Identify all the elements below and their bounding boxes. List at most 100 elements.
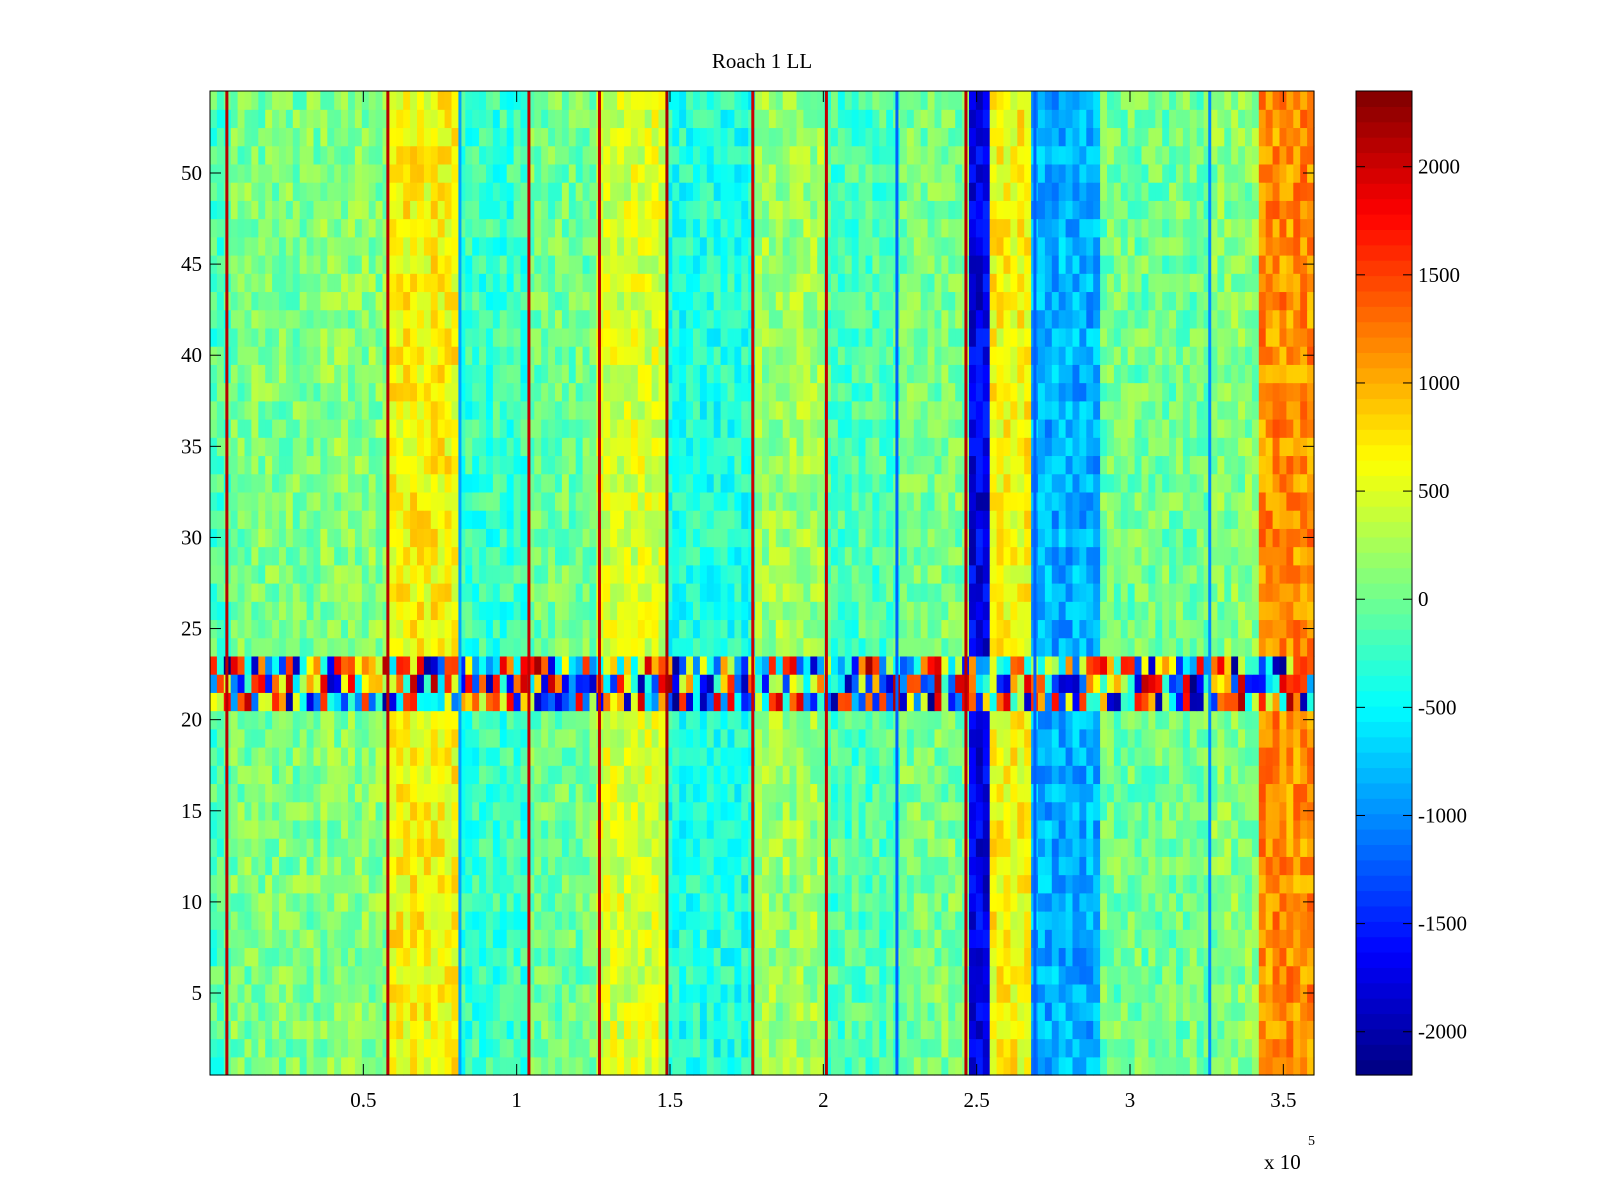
heatmap-cell — [244, 692, 252, 712]
heatmap-cell — [955, 983, 963, 1003]
heatmap-cell — [375, 983, 384, 1003]
heatmap-cell — [1217, 892, 1225, 912]
heatmap-cell — [389, 728, 397, 748]
heatmap-cell — [1017, 929, 1025, 949]
heatmap-cell — [1217, 929, 1225, 949]
heatmap-cell — [706, 546, 715, 566]
heatmap-cell — [699, 747, 708, 766]
heatmap-cell — [451, 728, 459, 748]
heatmap-cell — [1238, 510, 1246, 529]
heatmap-cell — [327, 801, 335, 821]
heatmap-cell — [1258, 583, 1267, 602]
heatmap-cell — [541, 765, 549, 785]
heatmap-cell — [396, 564, 404, 584]
heatmap-cell — [996, 619, 1005, 639]
heatmap-cell — [382, 947, 390, 967]
heatmap-cell — [858, 1020, 867, 1040]
heatmap-cell — [306, 728, 315, 748]
heatmap-cell — [810, 637, 818, 657]
heatmap-cell — [1058, 674, 1067, 693]
heatmap-cell — [430, 619, 439, 639]
heatmap-cell — [858, 747, 867, 766]
heatmap-cell — [969, 710, 977, 730]
heatmap-cell — [499, 1056, 508, 1076]
heatmap-cell — [306, 1056, 315, 1076]
heatmap-cell — [1210, 983, 1218, 1003]
heatmap-cell — [555, 637, 563, 657]
heatmap-cell — [1162, 528, 1170, 548]
heatmap-cell — [561, 692, 570, 712]
heatmap-cell — [803, 838, 811, 857]
heatmap-cell — [548, 892, 556, 912]
heatmap-cell — [1224, 1056, 1232, 1076]
heatmap-cell — [472, 747, 480, 766]
heatmap-cell — [1176, 838, 1184, 857]
heatmap-cell — [306, 1020, 315, 1040]
heatmap-cell — [817, 528, 825, 548]
heatmap-cell — [430, 874, 439, 894]
heatmap-cell — [382, 491, 390, 511]
heatmap-cell — [817, 874, 825, 894]
heatmap-cell — [610, 911, 618, 930]
heatmap-cell — [430, 728, 439, 748]
heatmap-cell — [1051, 692, 1060, 712]
heatmap-cell — [285, 856, 294, 876]
heatmap-cell — [679, 1002, 687, 1021]
heatmap-cell — [1127, 528, 1136, 548]
heatmap-cell — [1279, 728, 1287, 748]
heatmap-cell — [1176, 783, 1184, 803]
heatmap-cell — [285, 874, 294, 894]
heatmap-cell — [1079, 911, 1087, 930]
heatmap-cell — [617, 710, 625, 730]
heatmap-cell — [1044, 583, 1053, 602]
heatmap-cell — [527, 983, 535, 1003]
heatmap-cell — [272, 510, 280, 529]
heatmap-cell — [844, 710, 853, 730]
heatmap-cell — [741, 965, 749, 985]
heatmap-cell — [1155, 747, 1163, 766]
heatmap-cell — [582, 528, 591, 548]
heatmap-cell — [1245, 601, 1253, 621]
heatmap-cell — [299, 674, 308, 693]
heatmap-cell — [1279, 510, 1287, 529]
heatmap-cell — [713, 564, 722, 584]
heatmap-cell — [1079, 929, 1087, 949]
heatmap-cell — [1169, 947, 1177, 967]
heatmap-cell — [693, 710, 701, 730]
heatmap-cell — [430, 710, 439, 730]
heatmap-cell — [1141, 838, 1149, 857]
heatmap-cell — [741, 655, 749, 675]
heatmap-cell — [334, 947, 342, 967]
heatmap-cell — [568, 601, 577, 621]
heatmap-cell — [575, 1002, 584, 1021]
heatmap-cell — [210, 1056, 218, 1076]
heatmap-cell — [831, 856, 839, 876]
heatmap-cell — [541, 528, 549, 548]
heatmap-cell — [686, 710, 694, 730]
heatmap-cell — [1127, 819, 1136, 839]
heatmap-cell — [1100, 856, 1108, 876]
heatmap-cell — [603, 655, 611, 675]
heatmap-cell — [1093, 546, 1101, 566]
heatmap-cell — [1245, 1038, 1253, 1058]
heatmap-cell — [375, 965, 384, 985]
heatmap-cell — [1044, 965, 1053, 985]
heatmap-cell — [389, 819, 397, 839]
heatmap-cell — [1058, 655, 1067, 675]
heatmap-cell — [1182, 583, 1191, 602]
heatmap-cell — [1251, 983, 1260, 1003]
heatmap-cell — [1051, 528, 1060, 548]
heatmap-cell — [1155, 546, 1163, 566]
heatmap-cell — [1155, 710, 1163, 730]
heatmap-cell — [555, 838, 563, 857]
heatmap-cell — [244, 528, 252, 548]
heatmap-cell — [1265, 911, 1274, 930]
heatmap-cell — [831, 1002, 839, 1021]
heatmap-cell — [775, 892, 784, 912]
heatmap-cell — [1217, 728, 1225, 748]
heatmap-cell — [624, 583, 632, 602]
heatmap-cell — [1017, 947, 1025, 967]
heatmap-cell — [1058, 546, 1067, 566]
heatmap-cell — [389, 710, 397, 730]
heatmap-cell — [479, 564, 487, 584]
